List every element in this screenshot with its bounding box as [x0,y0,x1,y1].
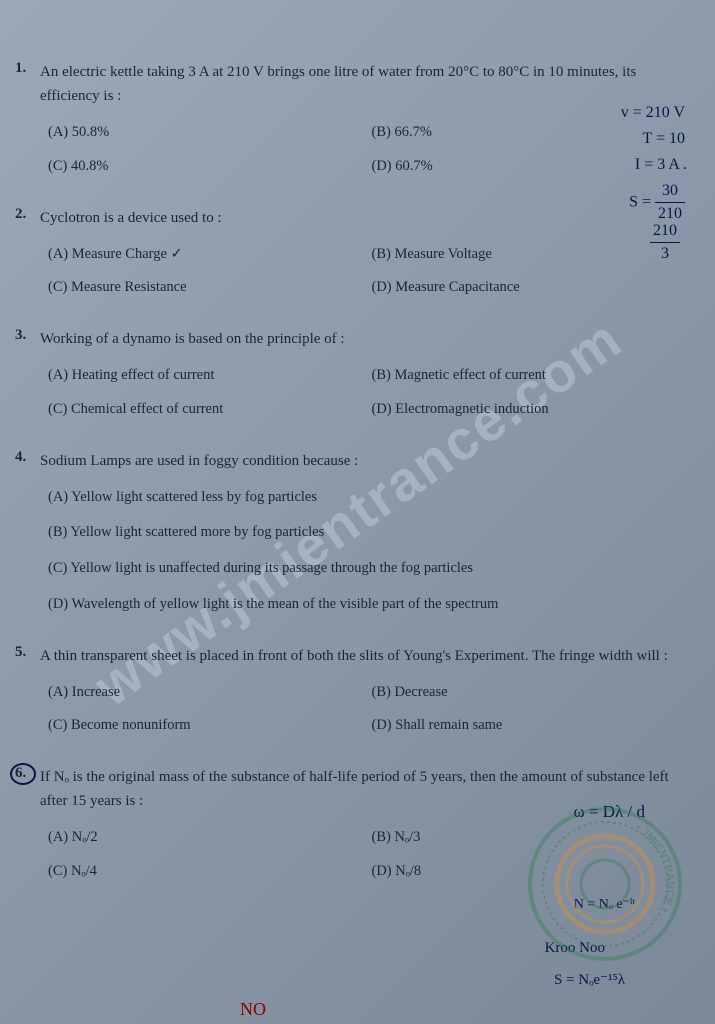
q6-opt-c: (C) Nₒ/4 [48,861,352,883]
handwriting-s-formula: S = Nₒe⁻¹⁵λ [554,970,625,991]
handwriting-i: I = 3 A . [635,154,687,176]
qtext-5: A thin transparent sheet is placed in fr… [40,644,675,668]
question-1: 1. An electric kettle taking 3 A at 210 … [40,60,675,178]
q5-opt-b: (B) Decrease [372,682,676,704]
handwriting-scribble: Kroo Noo [545,938,605,959]
qtext-1: An electric kettle taking 3 A at 210 V b… [40,60,675,108]
q1-opt-a: (A) 50.8% [48,122,352,144]
options-5: (A) Increase (B) Decrease (C) Become non… [40,682,675,738]
q2-opt-d: (D) Measure Capacitance [372,277,676,299]
handwriting-s: S = 30210 [629,180,685,226]
options-2: (A) Measure Charge ✓ (B) Measure Voltage… [40,244,675,300]
q1-opt-d: (D) 60.7% [372,156,676,178]
question-2: 2. Cyclotron is a device used to : (A) M… [40,206,675,300]
qtext-4: Sodium Lamps are used in foggy condition… [40,449,675,473]
qnum-4: 4. [15,449,26,466]
q1-opt-b: (B) 66.7% [372,122,676,144]
qtext-2: Cyclotron is a device used to : [40,206,675,230]
handwriting-no: NO [240,997,266,1022]
q4-opt-c: (C) Yellow light is unaffected during it… [48,558,675,580]
qnum-6: 6. [15,765,26,782]
q6-opt-b: (B) Nₒ/3 [372,827,676,849]
qnum-1: 1. [15,60,26,77]
handwriting-omega: ω = Dλ / d [573,800,645,824]
handwriting-frac2: 2103 [650,220,680,266]
q2-opt-c: (C) Measure Resistance [48,277,352,299]
q4-opt-b: (B) Yellow light scattered more by fog p… [48,522,675,544]
question-5: 5. A thin transparent sheet is placed in… [40,644,675,738]
q5-opt-a: (A) Increase [48,682,352,704]
q2-opt-a: (A) Measure Charge ✓ [48,244,352,266]
qnum-3: 3. [15,327,26,344]
q6-opt-d: (D) Nₒ/8 [372,861,676,883]
options-1: (A) 50.8% (B) 66.7% (C) 40.8% (D) 60.7% [40,122,675,178]
options-3: (A) Heating effect of current (B) Magnet… [40,365,675,421]
s-prefix: S = [629,194,655,211]
handwriting-n-formula: N = Nₒ e⁻ˡᵗ [574,895,635,915]
options-4: (A) Yellow light scattered less by fog p… [40,487,675,616]
qnum-5: 5. [15,644,26,661]
question-3: 3. Working of a dynamo is based on the p… [40,327,675,421]
qtext-3: Working of a dynamo is based on the prin… [40,327,675,351]
handwriting-t: T = 10 [642,128,685,150]
q3-opt-b: (B) Magnetic effect of current [372,365,676,387]
handwriting-v: v = 210 V [621,102,685,124]
q1-opt-c: (C) 40.8% [48,156,352,178]
q3-opt-c: (C) Chemical effect of current [48,399,352,421]
q5-opt-d: (D) Shall remain same [372,715,676,737]
q2-opt-b: (B) Measure Voltage [372,244,676,266]
q4-opt-d: (D) Wavelength of yellow light is the me… [48,594,675,616]
qnum-2: 2. [15,206,26,223]
q3-opt-a: (A) Heating effect of current [48,365,352,387]
options-6: (A) Nₒ/2 (B) Nₒ/3 (C) Nₒ/4 (D) Nₒ/8 [40,827,675,883]
q5-opt-c: (C) Become nonuniform [48,715,352,737]
q3-opt-d: (D) Electromagnetic induction [372,399,676,421]
question-4: 4. Sodium Lamps are used in foggy condit… [40,449,675,616]
q6-opt-a: (A) Nₒ/2 [48,827,352,849]
frac2-bot: 3 [650,243,680,265]
q4-opt-a: (A) Yellow light scattered less by fog p… [48,487,675,509]
frac2-top: 210 [650,220,680,243]
exam-page: 1. An electric kettle taking 3 A at 210 … [0,0,715,931]
s-frac-top: 30 [655,180,685,203]
